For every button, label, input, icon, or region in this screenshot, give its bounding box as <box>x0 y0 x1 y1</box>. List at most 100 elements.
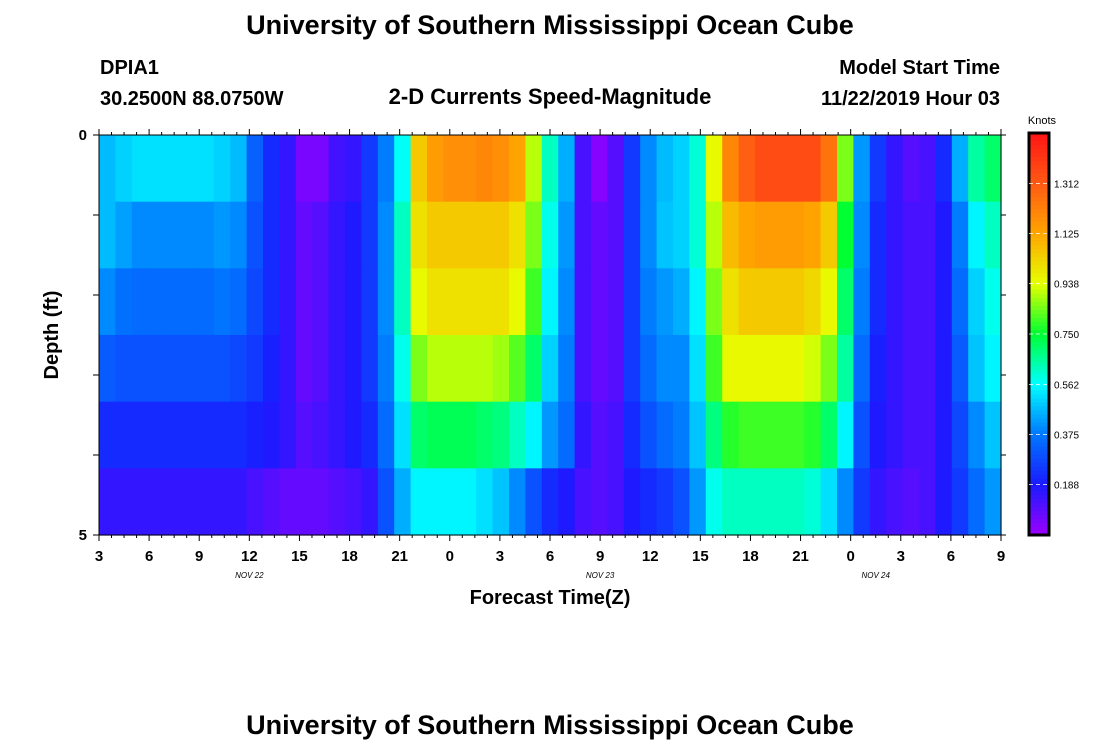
heatmap-cell <box>181 268 198 336</box>
x-tick-label: 0 <box>446 548 454 565</box>
colorbar-segment <box>1029 301 1049 307</box>
heatmap-cell <box>509 201 526 269</box>
heatmap-cell <box>443 201 461 269</box>
heatmap-cell <box>279 268 297 336</box>
colorbar-segment <box>1029 526 1049 532</box>
colorbar-segment <box>1029 462 1049 468</box>
heatmap-cell <box>623 201 641 269</box>
heatmap-cell <box>181 335 198 403</box>
heatmap-cell <box>689 401 707 469</box>
heatmap-cell <box>902 335 920 403</box>
heatmap-cell <box>295 335 313 403</box>
page-title-top: University of Southern Mississippi Ocean… <box>246 10 854 40</box>
heatmap-cell <box>984 135 1002 203</box>
heatmap-cell <box>902 135 920 203</box>
heatmap-cell <box>427 401 444 469</box>
heatmap-cell <box>443 135 461 203</box>
heatmap-cell <box>131 335 149 403</box>
colorbar-segment <box>1029 201 1049 206</box>
heatmap-cell <box>263 135 280 203</box>
colorbar-unit-label: Knots <box>1028 115 1057 127</box>
colorbar-segment <box>1029 309 1049 315</box>
heatmap-cell <box>968 401 986 469</box>
heatmap-cell <box>377 468 395 536</box>
heatmap-cell <box>476 201 494 269</box>
heatmap-cell <box>131 201 149 269</box>
heatmap-cell <box>213 401 231 469</box>
heatmap-cell <box>853 401 871 469</box>
heatmap-cell <box>705 135 723 203</box>
heatmap-cell <box>492 201 510 269</box>
heatmap-cell <box>246 468 264 536</box>
colorbar-segment <box>1029 406 1049 411</box>
heatmap-cell <box>115 201 133 269</box>
heatmap-cell <box>230 201 248 269</box>
colorbar-segment <box>1029 454 1049 460</box>
heatmap-cell <box>230 468 248 536</box>
heatmap-cell <box>541 401 559 469</box>
heatmap-cell <box>459 135 477 203</box>
heatmap-cell <box>837 401 854 469</box>
heatmap-cell <box>131 135 149 203</box>
heatmap-cell <box>525 335 543 403</box>
colorbar-tick-label: 0.188 <box>1054 481 1079 492</box>
heatmap-cell <box>787 401 805 469</box>
colorbar-segment <box>1029 277 1049 283</box>
colorbar-segment <box>1029 249 1049 255</box>
x-tick-label: 15 <box>692 548 709 565</box>
y-axis-label: Depth (ft) <box>41 291 63 380</box>
colorbar-segment <box>1029 362 1049 367</box>
heatmap-cell <box>230 401 248 469</box>
colorbar-segment <box>1029 510 1049 516</box>
heatmap-cell <box>804 335 822 403</box>
heatmap-cell <box>197 201 215 269</box>
heatmap-cell <box>705 401 723 469</box>
heatmap-cell <box>213 135 231 203</box>
x-tick-label: 12 <box>642 548 659 565</box>
colorbar-segment <box>1029 374 1049 379</box>
heatmap-cell <box>361 401 379 469</box>
colorbar-segment <box>1029 366 1049 371</box>
heatmap-cell <box>574 335 592 403</box>
colorbar-segment <box>1029 245 1049 251</box>
heatmap-cell <box>705 201 723 269</box>
heatmap-cell <box>377 268 395 336</box>
heatmap-cell <box>410 135 428 203</box>
heatmap-cell <box>591 401 608 469</box>
heatmap-cell <box>951 468 969 536</box>
heatmap-cell <box>279 401 297 469</box>
heatmap-cell <box>656 201 674 269</box>
heatmap-cell <box>361 468 379 536</box>
heatmap-cell <box>902 401 920 469</box>
heatmap-cell <box>886 468 904 536</box>
heatmap-cell <box>148 201 166 269</box>
colorbar-segment <box>1029 334 1049 339</box>
heatmap-cell <box>476 268 494 336</box>
x-tick-label: 9 <box>195 548 203 565</box>
heatmap-cell <box>263 468 280 536</box>
heatmap-cell <box>935 335 953 403</box>
heatmap-cell <box>656 268 674 336</box>
heatmap-cell <box>640 268 658 336</box>
heatmap-cell <box>246 401 264 469</box>
heatmap-cell <box>984 335 1002 403</box>
heatmap-cell <box>345 401 362 469</box>
heatmap-cell <box>246 135 264 203</box>
heatmap-cell <box>886 335 904 403</box>
heatmap-cell <box>787 268 805 336</box>
heatmap-cell <box>968 468 986 536</box>
heatmap-cell <box>771 468 789 536</box>
heatmap-cell <box>968 201 986 269</box>
page-title-bottom: University of Southern Mississippi Ocean… <box>246 710 854 740</box>
x-tick-label: 6 <box>145 548 153 565</box>
heatmap-cell <box>869 135 887 203</box>
heatmap-cell <box>656 401 674 469</box>
heatmap-cell <box>640 401 658 469</box>
heatmap-cell <box>541 135 559 203</box>
heatmap-cell <box>869 335 887 403</box>
colorbar-segment <box>1029 386 1049 391</box>
colorbar-segment <box>1029 273 1049 279</box>
colorbar-segment <box>1029 293 1049 299</box>
colorbar-segment <box>1029 225 1049 231</box>
heatmap-cell <box>853 468 871 536</box>
